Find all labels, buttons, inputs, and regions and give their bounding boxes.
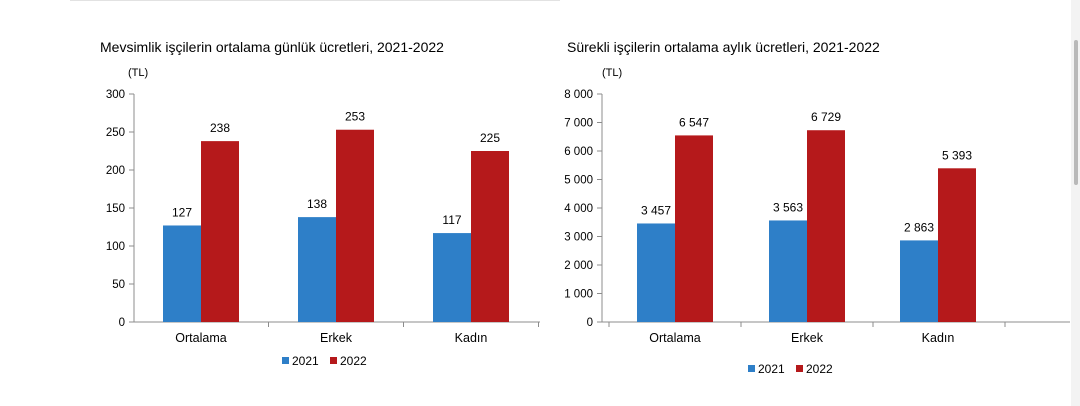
legend-label: 2022 [806,362,833,376]
legend-label: 2021 [292,354,319,368]
bar-2022-kadın [471,151,509,322]
y-tick-label: 3 000 [564,232,593,244]
bar-2022-erkek [807,130,845,322]
y-tick-label: 0 [119,317,125,329]
vertical-scrollbar[interactable] [1071,0,1080,406]
bar-2022-ortalama [675,135,713,322]
bar-2022-kadın [938,168,976,322]
y-tick-label: 150 [106,203,125,215]
data-label: 6 729 [811,110,841,124]
bar-2021-kadın [900,240,938,322]
seasonal-workers-daily-wage-chart: Mevsimlik işçilerin ortalama günlük ücre… [100,39,540,368]
category-label: Ortalama [649,331,700,345]
data-label: 5 393 [942,148,972,162]
category-label: Kadın [922,331,955,345]
data-label: 127 [172,205,192,219]
y-tick-label: 100 [106,241,125,253]
chart-title: Mevsimlik işçilerin ortalama günlük ücre… [100,39,444,55]
legend-swatch-2022 [796,365,803,372]
data-label: 225 [480,131,500,145]
y-axis-unit: (TL) [128,67,148,79]
scrollbar-thumb[interactable] [1074,40,1078,185]
y-axis-unit: (TL) [602,67,622,79]
bar-2021-ortalama [637,223,675,322]
legend-swatch-2021 [282,357,289,364]
permanent-workers-monthly-wage-chart: Sürekli işçilerin ortalama aylık ücretle… [564,39,1070,376]
legend-swatch-2022 [330,357,337,364]
category-label: Erkek [791,331,824,345]
y-tick-label: 0 [587,317,593,329]
data-label: 253 [345,110,365,124]
category-label: Kadın [455,331,488,345]
data-label: 138 [307,197,327,211]
data-label: 3 563 [773,200,803,214]
y-tick-label: 300 [106,89,125,101]
category-label: Ortalama [175,331,226,345]
bar-2021-kadın [433,233,471,322]
data-label: 238 [210,121,230,135]
y-tick-label: 6 000 [564,146,593,158]
bar-2021-erkek [769,220,807,322]
bar-2021-erkek [298,217,336,322]
page-top-divider [70,0,560,1]
y-tick-label: 8 000 [564,89,593,101]
bar-2021-ortalama [163,225,201,322]
y-tick-label: 200 [106,165,125,177]
legend-label: 2022 [340,354,367,368]
category-label: Erkek [320,331,353,345]
y-tick-label: 7 000 [564,118,593,130]
bar-2022-erkek [336,129,374,322]
y-tick-label: 250 [106,127,125,139]
legend-swatch-2021 [748,365,755,372]
y-tick-label: 5 000 [564,175,593,187]
y-tick-label: 50 [112,279,125,291]
legend-label: 2021 [758,362,785,376]
data-label: 2 863 [904,220,934,234]
y-tick-label: 4 000 [564,203,593,215]
chart-title: Sürekli işçilerin ortalama aylık ücretle… [567,39,880,55]
data-label: 6 547 [679,115,709,129]
y-tick-label: 1 000 [564,289,593,301]
data-label: 117 [442,213,461,227]
y-tick-label: 2 000 [564,260,593,272]
data-label: 3 457 [641,203,671,217]
bar-2022-ortalama [201,141,239,322]
